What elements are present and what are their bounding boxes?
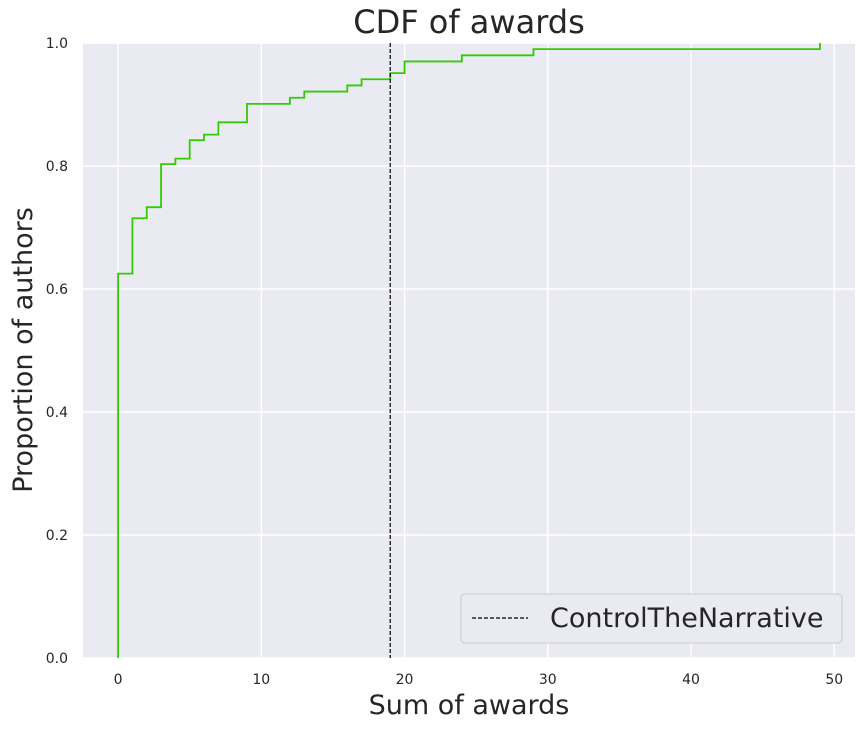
grid-lines (83, 42, 855, 659)
plot-area (83, 43, 855, 658)
x-tick-label: 50 (825, 672, 843, 688)
x-tick-label: 30 (539, 672, 557, 688)
y-tick-label: 0.8 (46, 159, 68, 175)
y-tick-label: 0.6 (46, 282, 68, 298)
chart-title: CDF of awards (353, 3, 585, 41)
y-tick-label: 0.4 (46, 405, 68, 421)
x-tick-label: 10 (252, 672, 270, 688)
y-tick-label: 0.2 (46, 528, 68, 544)
x-tick-label: 20 (396, 672, 414, 688)
legend-box (460, 593, 843, 644)
y-tick-label: 0.0 (46, 651, 68, 667)
x-tick-labels: 0 10 20 30 40 50 (114, 672, 844, 688)
legend-label: ControlTheNarrative (550, 603, 824, 634)
cdf-step-line (117, 43, 821, 658)
x-axis-label: Sum of awards (369, 690, 570, 721)
x-tick-label: 0 (114, 672, 123, 688)
legend: ControlTheNarrative (460, 593, 843, 644)
y-tick-labels: 0.0 0.2 0.4 0.6 0.8 1.0 (46, 36, 68, 667)
y-tick-label: 1.0 (46, 36, 68, 52)
x-tick-label: 40 (682, 672, 700, 688)
y-axis-label: Proportion of authors (8, 207, 39, 493)
series-layer (117, 43, 821, 658)
